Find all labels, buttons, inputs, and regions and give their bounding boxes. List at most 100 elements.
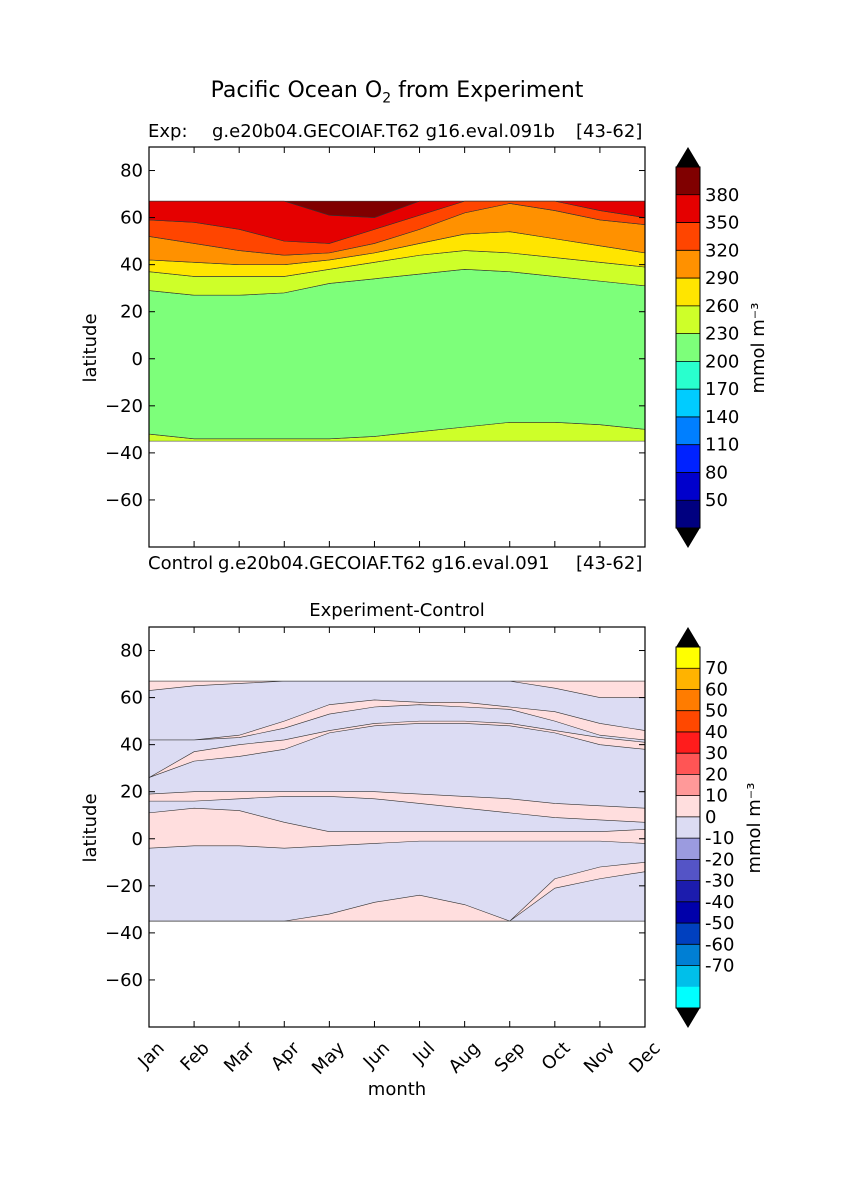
bottom-ytick-label: 0 <box>132 829 143 850</box>
xtick-label-nov: Nov <box>580 1038 620 1078</box>
top-colorbar-extend-min <box>676 528 700 548</box>
contour-band-above-380 <box>149 200 645 218</box>
bottom-colorbar-swatch <box>676 710 700 733</box>
bottom-colorbar-swatch <box>676 838 700 860</box>
bottom-colorbar-tick-label: -20 <box>705 849 734 870</box>
bottom-colorbar-swatch <box>676 689 700 712</box>
bottom-colorbar-extend-max <box>676 627 700 647</box>
top-colorbar: 380 350 320 290 260 230 200 170 140 110 80 50 <box>675 147 739 548</box>
bottom-colorbar-tick-label: 40 <box>705 722 728 743</box>
top-colorbar-swatch <box>676 194 700 224</box>
bottom-colorbar-tick-label: -70 <box>705 956 734 977</box>
bottom-colorbar-tick-label: 50 <box>705 701 728 722</box>
top-axes-frame <box>148 146 646 548</box>
bottom-colorbar-tick-label: -40 <box>705 892 734 913</box>
bottom-colorbar-extend-min <box>676 1008 700 1028</box>
top-panel-depth-range: [43-62] <box>576 121 643 142</box>
xtick-label-may: May <box>308 1038 349 1079</box>
control-label: Control <box>148 553 214 574</box>
bottom-ytick-label: 20 <box>120 782 143 803</box>
top-colorbar-swatch <box>676 361 700 390</box>
top-colorbar-tick-label: 110 <box>705 435 739 456</box>
bottom-colorbar-tick-label: -10 <box>705 828 734 849</box>
bottom-colorbar-swatch <box>676 944 700 967</box>
bottom-colorbar-swatch <box>676 880 700 903</box>
bottom-colorbar-swatch <box>676 859 700 882</box>
top-colorbar-swatch <box>676 389 700 418</box>
bottom-panel-title: Experiment-Control <box>309 600 485 621</box>
bottom-colorbar-tick-label: -30 <box>705 871 734 892</box>
bottom-colorbar-tick-label: 70 <box>705 658 728 679</box>
xtick-label-dec: Dec <box>625 1038 664 1077</box>
top-colorbar-tick-label: 320 <box>705 240 739 261</box>
top-colorbar-swatch <box>676 444 700 473</box>
bottom-axes-frame <box>148 626 646 1028</box>
top-colorbar-tick-label: 260 <box>705 296 739 317</box>
xtick-label-jan: Jan <box>134 1038 169 1073</box>
xtick-label-jul: Jul <box>408 1038 439 1069</box>
top-colorbar-tick-label: 140 <box>705 407 739 428</box>
top-ytick-label: 0 <box>132 349 143 370</box>
top-colorbar-swatch <box>676 333 700 362</box>
top-colorbar-tick-label: 200 <box>705 351 739 372</box>
bottom-colorbar-tick-label: -50 <box>705 913 734 934</box>
bottom-colorbar-swatch <box>676 965 700 988</box>
top-colorbar-swatch <box>676 500 700 529</box>
top-colorbar-tick-label: 290 <box>705 268 739 289</box>
top-colorbar-swatch <box>676 472 700 501</box>
xtick-label-mar: Mar <box>220 1037 259 1076</box>
bottom-colorbar-swatch <box>676 774 700 797</box>
bottom-colorbar-units: mmol m⁻³ <box>744 782 765 873</box>
bottom-colorbar-tick-label: 30 <box>705 743 728 764</box>
control-depth-range: [43-62] <box>576 553 643 574</box>
bottom-ytick-label: −20 <box>105 876 143 897</box>
top-ytick-label: 60 <box>120 208 143 229</box>
top-colorbar-tick-label: 80 <box>705 462 728 483</box>
top-colorbar-tick-label: 350 <box>705 213 739 234</box>
top-colorbar-swatch <box>676 416 700 446</box>
top-ytick-label: 20 <box>120 302 143 323</box>
top-colorbar-swatch <box>676 167 700 196</box>
bottom-colorbar-tick-label: 10 <box>705 786 728 807</box>
top-panel-exp-label: Exp: <box>148 121 188 142</box>
bottom-colorbar-swatch <box>676 668 700 690</box>
bottom-colorbar-swatch <box>676 753 700 775</box>
xtick-label-jun: Jun <box>359 1038 394 1073</box>
xtick-label-sep: Sep <box>491 1038 530 1077</box>
top-plot-area <box>148 200 646 442</box>
top-colorbar-tick-label: 50 <box>705 490 728 511</box>
top-y-axis-label: latitude <box>80 313 101 382</box>
figure-title: Pacific Ocean O2 from Experiment <box>210 78 584 107</box>
top-ytick-label: 80 <box>120 161 143 182</box>
bottom-y-axis-label: latitude <box>80 793 101 862</box>
bottom-colorbar-swatch <box>676 986 700 1009</box>
bottom-ytick-label: −60 <box>105 970 143 991</box>
top-ytick-label: −40 <box>105 443 143 464</box>
x-axis-label: month <box>368 1079 426 1100</box>
bottom-colorbar-swatch <box>676 901 700 924</box>
top-colorbar-tick-label: 380 <box>705 185 739 206</box>
top-colorbar-units: mmol m⁻³ <box>748 302 769 393</box>
top-panel-case-name: g.e20b04.GECOIAF.T62 g16.eval.091b <box>212 121 555 142</box>
xtick-label-aug: Aug <box>445 1038 485 1078</box>
xtick-label-oct: Oct <box>538 1038 575 1075</box>
bottom-ytick-label: −40 <box>105 923 143 944</box>
bottom-ytick-label: 80 <box>120 641 143 662</box>
top-colorbar-tick-label: 230 <box>705 324 739 345</box>
top-colorbar-extend-max <box>676 147 700 167</box>
xtick-label-feb: Feb <box>176 1038 213 1075</box>
top-colorbar-tick-label: 170 <box>705 379 739 400</box>
bottom-colorbar-tick-label: 0 <box>705 807 716 828</box>
bottom-colorbar-swatch <box>676 647 700 669</box>
top-ytick-label: −60 <box>105 490 143 511</box>
bottom-colorbar-tick-label: -60 <box>705 934 734 955</box>
top-colorbar-swatch <box>676 250 700 279</box>
xtick-label-apr: Apr <box>267 1037 304 1074</box>
bottom-colorbar-swatch <box>676 816 700 839</box>
top-ytick-label: 40 <box>120 255 143 276</box>
bottom-plot-area <box>148 680 646 922</box>
top-colorbar-swatch <box>676 305 700 335</box>
